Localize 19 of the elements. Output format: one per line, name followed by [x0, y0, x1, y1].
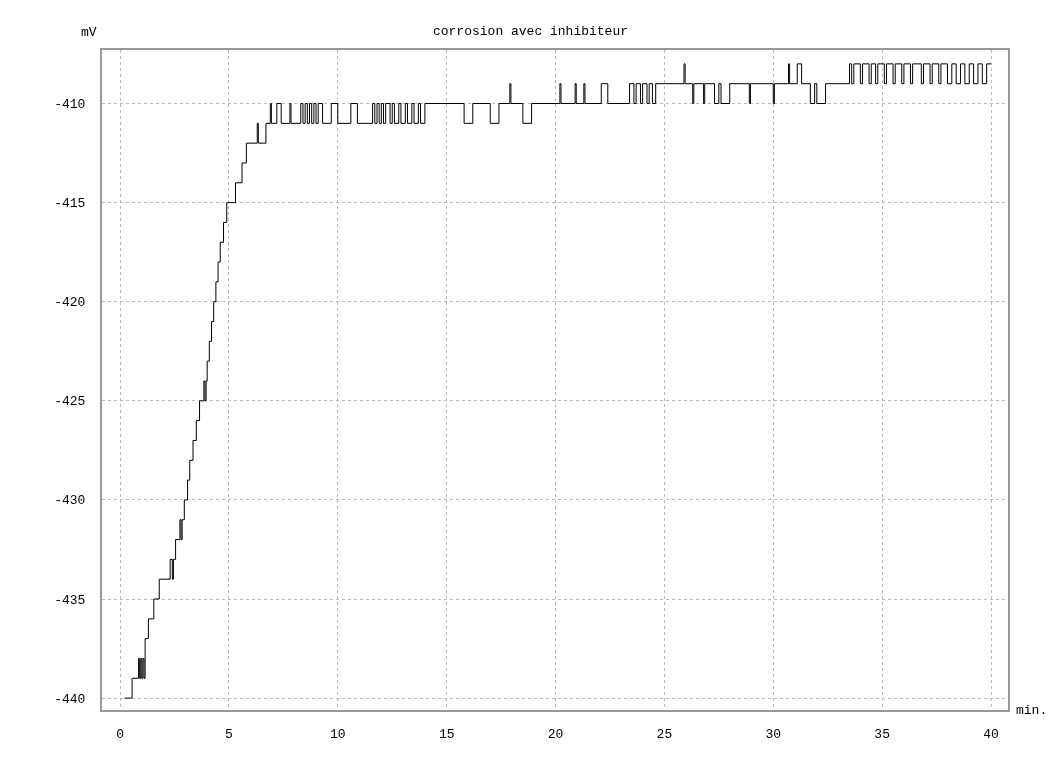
- x-tick-label: 5: [225, 726, 233, 742]
- y-tick-label: -420: [54, 295, 86, 311]
- y-tick-label: -415: [54, 196, 86, 212]
- x-tick-label: 20: [547, 726, 564, 742]
- x-tick-label: 0: [116, 726, 124, 742]
- x-tick-label: 40: [983, 726, 999, 742]
- y-axis-title: mV: [81, 25, 97, 40]
- y-tick-label: -410: [54, 97, 86, 113]
- x-tick-label: 30: [765, 726, 782, 742]
- y-tick-label: -430: [54, 493, 86, 509]
- y-tick-label: -440: [54, 691, 86, 707]
- y-tick-label: -425: [54, 394, 86, 410]
- chart-title: corrosion avec inhibiteur: [432, 23, 629, 39]
- y-tick-label: -435: [54, 592, 86, 608]
- x-tick-label: 25: [656, 726, 673, 742]
- x-axis-title: min.: [1016, 703, 1048, 718]
- x-tick-label: 35: [874, 726, 890, 742]
- x-tick-label: 10: [330, 726, 346, 742]
- x-tick-label: 15: [438, 726, 455, 742]
